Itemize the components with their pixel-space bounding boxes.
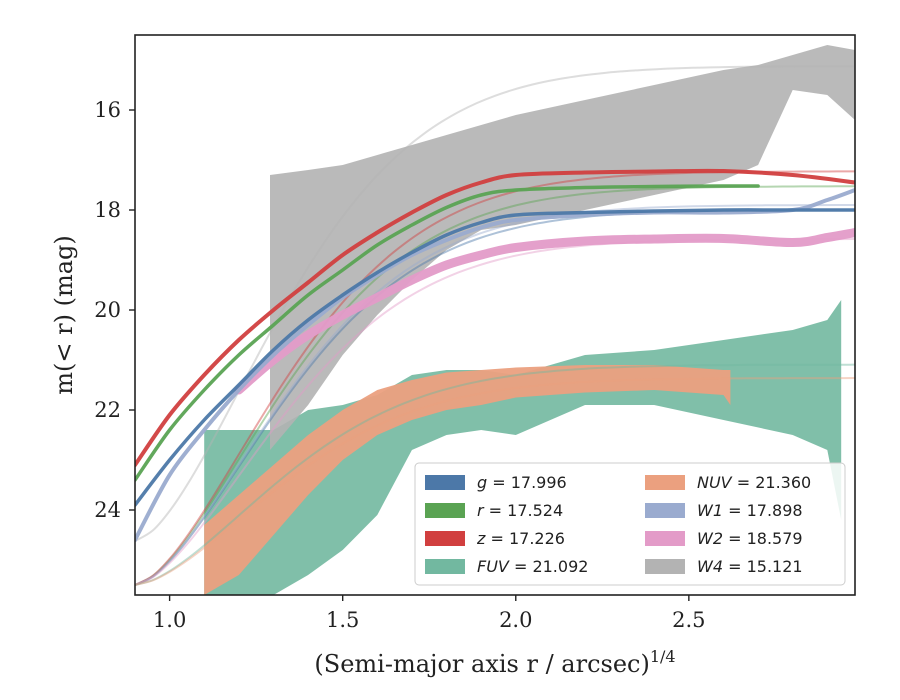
y-tick-label: 20: [94, 298, 121, 322]
series-g: [135, 208, 855, 507]
bands-layer: [204, 45, 855, 595]
legend-swatch-r: [425, 503, 465, 518]
x-axis: 1.0 1.5 2.0 2.5: [153, 595, 706, 632]
series-z: [135, 168, 855, 467]
series-w2: [234, 228, 855, 395]
x-tick-label: 1.5: [326, 608, 359, 632]
model-w1: [135, 204, 855, 586]
legend-label-r: r = 17.524: [477, 501, 563, 520]
legend-label-nuv: NUV = 21.360: [697, 473, 811, 492]
legend-swatch-w1: [645, 503, 685, 518]
legend: g = 17.996 NUV = 21.360 r = 17.524 W1 = 17.…: [414, 462, 846, 586]
x-axis-label: (Semi-major axis r / arcsec)1/4: [314, 647, 675, 678]
series-r: [135, 184, 760, 482]
model-w4: [135, 65, 855, 542]
x-tick-label: 1.0: [153, 608, 186, 632]
legend-swatch-w4: [645, 559, 685, 574]
legend-label-w2: W2 = 18.579: [697, 529, 803, 548]
x-axis-label-sup: 1/4: [650, 647, 676, 666]
y-tick-label: 24: [94, 498, 121, 522]
legend-box: [414, 462, 846, 586]
x-tick-label: 2.0: [499, 608, 532, 632]
y-axis-label: m(< r) (mag): [50, 235, 78, 394]
y-tick-label: 18: [94, 198, 121, 222]
legend-swatch-g: [425, 475, 465, 490]
legend-label-g: g = 17.996: [477, 473, 567, 492]
legend-swatch-w2: [645, 531, 685, 546]
legend-label-w4: W4 = 15.121: [697, 557, 803, 576]
model-nuv: [135, 377, 855, 586]
legend-label-z: z = 17.226: [476, 529, 565, 548]
band-w4: [270, 45, 855, 450]
legend-label-fuv: FUV = 21.092: [477, 557, 588, 576]
legend-swatch-fuv: [425, 559, 465, 574]
model-fuv: [135, 363, 855, 586]
x-tick-label: 2.5: [672, 608, 705, 632]
series-w1: [135, 188, 855, 542]
y-axis: 16 18 20 22 24: [94, 98, 135, 522]
y-tick-label: 16: [94, 98, 121, 122]
legend-label-w1: W1 = 17.898: [697, 501, 803, 520]
legend-swatch-z: [425, 531, 465, 546]
plot-frame: [134, 34, 856, 596]
legend-swatch-nuv: [645, 475, 685, 490]
lines-layer: [135, 168, 855, 542]
y-tick-label: 22: [94, 398, 121, 422]
band-nuv: [204, 365, 731, 595]
